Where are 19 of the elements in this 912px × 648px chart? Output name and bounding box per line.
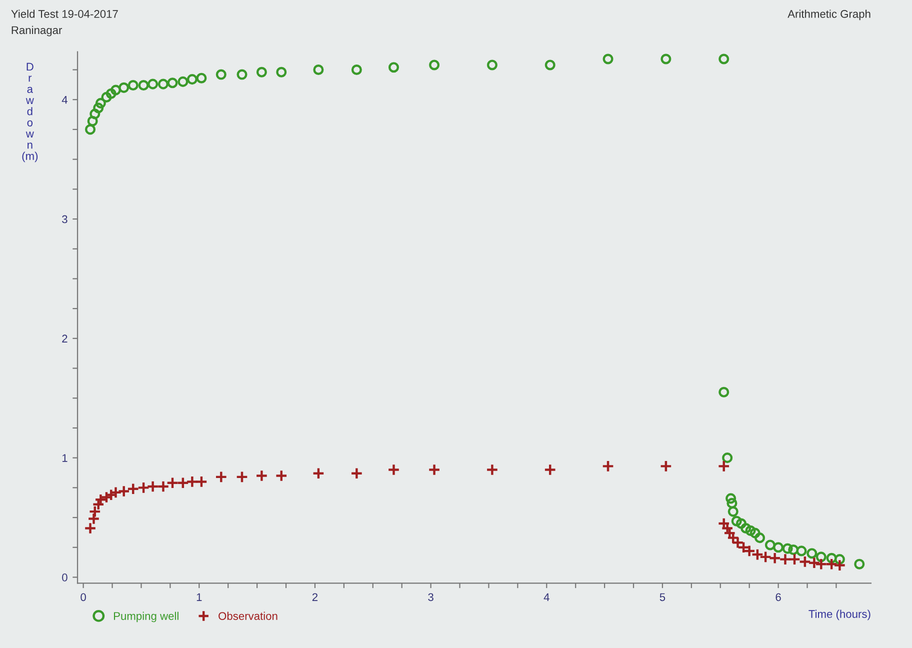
x-tick-label: 4 <box>544 593 550 601</box>
y-tick-label: 4 <box>62 96 68 104</box>
x-tick-label: 3 <box>428 593 434 602</box>
text: Arithmetic Graph <box>788 10 870 20</box>
x-tick-label: 6 <box>776 593 781 602</box>
chart-subtitle: Raninagar <box>12 26 62 36</box>
y-tick-label: 0 <box>62 573 68 582</box>
x-tick-label: 1 <box>196 593 202 601</box>
x-tick-label: 5 <box>660 593 666 602</box>
legend-label: Pumping well <box>114 612 178 622</box>
legend-label: Observation <box>218 612 278 620</box>
y-tick-label: 2 <box>62 334 68 342</box>
chart-title: Yield Test 19-04-2017 <box>11 10 118 18</box>
text: Drawdown (m) <box>22 62 38 162</box>
x-tick-label: 2 <box>312 593 318 601</box>
x-tick-label: 0 <box>80 593 86 602</box>
y-tick-label: 1 <box>62 454 68 462</box>
y-tick-label: 3 <box>62 215 68 224</box>
x-axis-title: Time (hours) <box>808 610 870 620</box>
